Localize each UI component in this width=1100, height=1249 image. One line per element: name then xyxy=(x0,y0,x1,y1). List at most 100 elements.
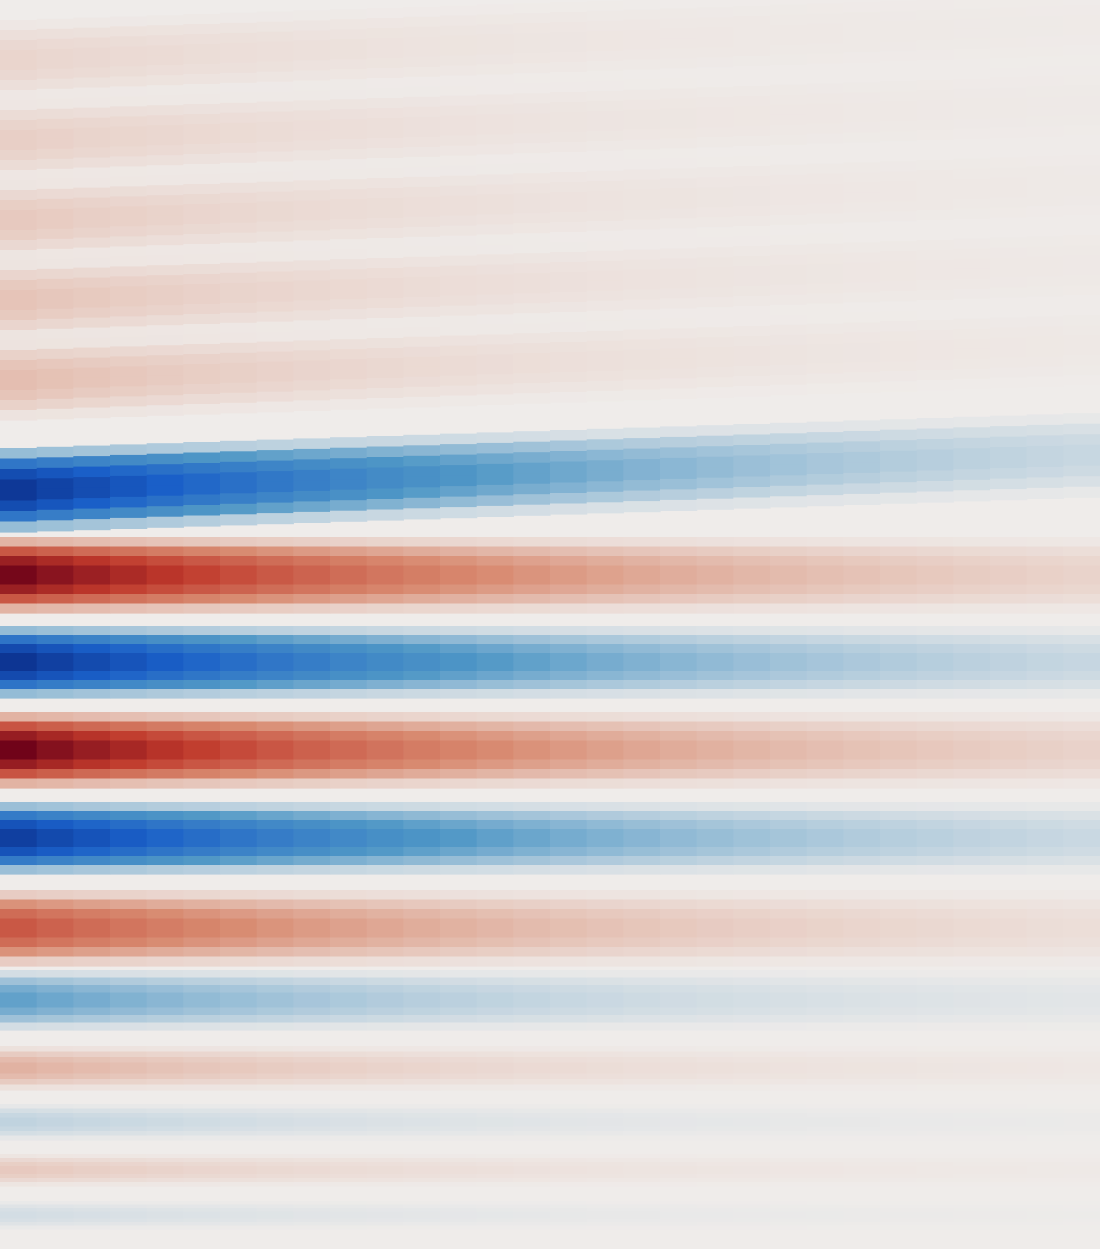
heatmap-cell xyxy=(1026,56,1064,67)
heatmap-cell xyxy=(476,1000,514,1009)
heatmap-cell xyxy=(550,1215,588,1220)
heatmap-cell xyxy=(183,1073,221,1080)
heatmap-cell xyxy=(0,856,38,866)
heatmap-cell xyxy=(403,970,441,979)
heatmap-cell xyxy=(953,1126,991,1132)
heatmap-cell xyxy=(476,214,514,225)
heatmap-cell xyxy=(806,712,844,723)
heatmap-cell xyxy=(660,138,698,149)
heatmap-cell xyxy=(696,387,734,398)
heatmap-cell xyxy=(953,448,991,460)
heatmap-cell xyxy=(660,1062,698,1069)
heatmap-cell xyxy=(110,1182,148,1187)
heatmap-cell xyxy=(440,195,478,207)
heatmap-cell xyxy=(953,138,991,150)
heatmap-cell xyxy=(916,970,954,979)
heatmap-cell xyxy=(916,802,954,812)
heatmap-cell xyxy=(770,314,808,326)
heatmap-cell xyxy=(733,721,771,732)
heatmap-cell xyxy=(330,740,368,751)
heatmap-cell xyxy=(843,1126,881,1132)
heatmap-cell xyxy=(256,1073,294,1080)
heatmap-cell xyxy=(476,584,514,595)
heatmap-cell xyxy=(1063,65,1100,76)
heatmap-cell xyxy=(916,220,954,231)
heatmap-cell xyxy=(146,325,184,336)
heatmap-cell xyxy=(513,1170,551,1175)
heatmap-cell xyxy=(220,1204,258,1209)
heatmap-cell xyxy=(586,689,624,699)
heatmap-cell xyxy=(110,1113,148,1119)
heatmap-cell xyxy=(513,731,551,742)
heatmap-cell xyxy=(183,274,221,285)
heatmap-cell xyxy=(220,811,258,821)
heatmap-cell xyxy=(696,347,734,358)
heatmap-cell xyxy=(183,769,221,780)
heatmap-cell xyxy=(73,1007,111,1016)
heatmap-cell xyxy=(953,1000,991,1009)
heatmap-cell xyxy=(403,740,441,751)
heatmap-cell xyxy=(146,594,184,605)
heatmap-cell xyxy=(806,293,844,305)
heatmap-cell xyxy=(440,275,478,287)
heatmap-cell xyxy=(586,584,624,595)
heatmap-cell xyxy=(990,820,1028,830)
heatmap-cell xyxy=(806,928,844,939)
heatmap-cell xyxy=(110,811,148,821)
heatmap-cell xyxy=(586,1015,624,1024)
heatmap-cell xyxy=(1026,1068,1064,1075)
heatmap-cell xyxy=(1026,1007,1064,1016)
heatmap-cell xyxy=(806,63,844,75)
heatmap-cell xyxy=(586,1166,624,1171)
heatmap-cell xyxy=(953,856,991,866)
heatmap-cell xyxy=(586,899,624,910)
heatmap-cell xyxy=(550,440,588,452)
heatmap-cell xyxy=(220,1104,258,1110)
heatmap-cell xyxy=(513,1022,551,1031)
heatmap-cell xyxy=(916,985,954,994)
heatmap-cell xyxy=(293,40,331,51)
heatmap-cell xyxy=(146,865,184,875)
heatmap-cell xyxy=(183,1158,221,1163)
heatmap-cell xyxy=(806,432,844,444)
heatmap-cell xyxy=(366,594,404,605)
heatmap-cell xyxy=(513,1104,551,1110)
heatmap-cell xyxy=(36,198,74,210)
heatmap-cell xyxy=(1026,1131,1064,1137)
heatmap-cell xyxy=(513,838,551,848)
heatmap-cell xyxy=(806,43,844,55)
heatmap-cell xyxy=(990,838,1028,848)
heatmap-cell xyxy=(440,1015,478,1024)
heatmap-cell xyxy=(953,118,991,130)
heatmap-cell xyxy=(696,1135,734,1141)
heatmap-cell xyxy=(36,1108,74,1114)
heatmap-cell xyxy=(550,292,588,303)
heatmap-cell xyxy=(110,496,148,508)
heatmap-cell xyxy=(293,220,331,231)
heatmap-cell xyxy=(623,480,661,492)
heatmap-cell xyxy=(806,1218,844,1223)
heatmap-cell xyxy=(660,1073,698,1080)
heatmap-cell xyxy=(403,1007,441,1016)
heatmap-cell xyxy=(770,475,808,487)
heatmap-cell xyxy=(990,1178,1028,1183)
heatmap-cell xyxy=(513,1117,551,1123)
heatmap-cell xyxy=(36,1015,74,1024)
heatmap-cell xyxy=(183,1046,221,1053)
heatmap-cell xyxy=(220,262,258,274)
heatmap-cell xyxy=(403,865,441,875)
heatmap-cell xyxy=(770,1218,808,1223)
heatmap-cell xyxy=(73,1208,111,1213)
heatmap-cell xyxy=(73,689,111,699)
heatmap-cell xyxy=(0,110,38,121)
heatmap-cell xyxy=(843,62,881,73)
heatmap-cell xyxy=(293,985,331,994)
heatmap-cell xyxy=(0,575,38,586)
heatmap-cell xyxy=(146,75,184,86)
heatmap-cell xyxy=(440,1104,478,1110)
heatmap-cell xyxy=(330,575,368,586)
heatmap-cell xyxy=(183,1007,221,1016)
heatmap-cell xyxy=(1063,5,1100,16)
heatmap-cell xyxy=(366,1218,404,1223)
heatmap-cell xyxy=(256,391,294,403)
